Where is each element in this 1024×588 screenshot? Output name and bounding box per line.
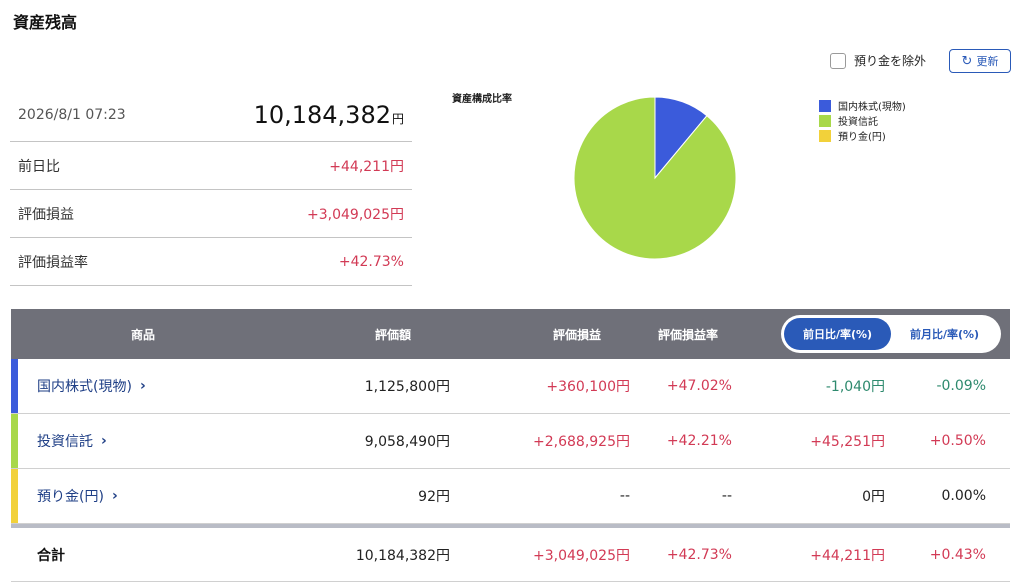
table-row: 国内株式(現物) › 1,125,800円 +360,100円 +47.02% … bbox=[11, 359, 1010, 414]
legend-item: 預り金(円) bbox=[819, 128, 906, 143]
total-change-rate: +0.43% bbox=[929, 546, 986, 563]
chart-legend: 国内株式(現物) 投資信託預り金(円) bbox=[819, 98, 906, 143]
total-change: +44,211円 bbox=[810, 547, 885, 564]
summary-row-pnl: 評価損益 +3,049,025円 bbox=[10, 190, 412, 238]
product-name: 預り金(円) bbox=[37, 489, 104, 505]
table-total-row: 合計 10,184,382円 +3,049,025円 +42.73% +44,2… bbox=[11, 528, 1010, 582]
change-period-toggle: 前日比/率(%) 前月比/率(%) bbox=[781, 315, 1001, 353]
cell-valuation: 1,125,800円 bbox=[364, 379, 450, 395]
cell-pnl-rate: -- bbox=[721, 488, 732, 504]
summary-total-unit: 円 bbox=[391, 111, 404, 126]
header-pnl: 評価損益 bbox=[553, 327, 602, 342]
legend-swatch bbox=[819, 114, 831, 127]
chevron-right-icon: › bbox=[101, 433, 107, 449]
table-row: 投資信託 › 9,058,490円 +2,688,925円 +42.21% +4… bbox=[11, 414, 1010, 469]
asset-summary: 2026/8/1 07:23 10,184,382円 前日比 +44,211円 … bbox=[10, 88, 412, 286]
chevron-right-icon: › bbox=[139, 378, 146, 394]
chevron-right-icon: › bbox=[111, 488, 118, 504]
summary-row-pnl-rate: 評価損益率 +42.73% bbox=[10, 238, 412, 286]
product-name: 投資信託 bbox=[37, 434, 93, 450]
summary-value: +42.73% bbox=[338, 253, 404, 270]
product-link-investment-trust[interactable]: 投資信託 › bbox=[37, 414, 107, 468]
row-color-bar bbox=[11, 414, 18, 468]
chart-title: 資産構成比率 bbox=[452, 94, 512, 105]
total-label: 合計 bbox=[37, 547, 65, 564]
legend-label: 預り金(円) bbox=[838, 132, 886, 143]
row-color-bar bbox=[11, 359, 18, 413]
summary-total-row: 2026/8/1 07:23 10,184,382円 bbox=[10, 88, 412, 142]
cell-valuation: 9,058,490円 bbox=[364, 434, 450, 450]
legend-label: 投資信託 bbox=[838, 117, 878, 128]
page-title: 資産残高 bbox=[13, 13, 78, 32]
cell-change: 0円 bbox=[862, 489, 885, 505]
summary-total-value: 10,184,382 bbox=[253, 100, 391, 129]
legend-swatch bbox=[819, 99, 831, 112]
legend-label: 国内株式(現物) bbox=[838, 102, 906, 113]
product-link-deposit[interactable]: 預り金(円) › bbox=[37, 469, 118, 523]
table-header: 商品 評価額 評価損益 評価損益率 前日比/率(%) 前月比/率(%) bbox=[11, 309, 1010, 359]
total-pnl-rate: +42.73% bbox=[666, 546, 732, 563]
header-pnl-rate: 評価損益率 bbox=[658, 327, 719, 342]
cell-change-rate: +0.50% bbox=[929, 433, 986, 449]
summary-value: +44,211円 bbox=[329, 158, 404, 175]
summary-row-daily-change: 前日比 +44,211円 bbox=[10, 142, 412, 190]
toggle-monthly-button[interactable]: 前月比/率(%) bbox=[909, 328, 980, 341]
holdings-table: 商品 評価額 評価損益 評価損益率 前日比/率(%) 前月比/率(%) 国内株式… bbox=[11, 309, 1010, 582]
product-link-domestic-stock[interactable]: 国内株式(現物) › bbox=[37, 359, 146, 413]
summary-total: 10,184,382円 bbox=[254, 101, 404, 129]
exclude-deposit-label: 預り金を除外 bbox=[854, 54, 927, 68]
cell-change: +45,251円 bbox=[810, 434, 885, 450]
refresh-icon: ↻ bbox=[961, 53, 973, 69]
cell-pnl: +2,688,925円 bbox=[533, 434, 630, 450]
legend-swatch bbox=[819, 129, 831, 142]
cell-change-rate: -0.09% bbox=[936, 378, 986, 394]
cell-change: -1,040円 bbox=[825, 379, 885, 395]
summary-label: 評価損益率 bbox=[18, 254, 88, 271]
cell-valuation: 92円 bbox=[418, 489, 450, 505]
cell-pnl-rate: +42.21% bbox=[666, 433, 732, 449]
cell-change-rate: 0.00% bbox=[941, 488, 986, 504]
cell-pnl: +360,100円 bbox=[546, 379, 630, 395]
total-pnl: +3,049,025円 bbox=[533, 547, 630, 564]
refresh-button[interactable]: ↻ 更新 bbox=[949, 49, 1011, 73]
header-valuation: 評価額 bbox=[375, 327, 412, 342]
row-color-bar bbox=[11, 469, 18, 523]
summary-label: 評価損益 bbox=[18, 206, 74, 223]
table-divider bbox=[11, 524, 1010, 528]
cell-pnl-rate: +47.02% bbox=[666, 378, 732, 394]
refresh-label: 更新 bbox=[976, 55, 999, 68]
toggle-daily-button[interactable]: 前日比/率(%) bbox=[784, 318, 891, 350]
legend-item: 国内株式(現物) bbox=[819, 98, 906, 113]
summary-datetime: 2026/8/1 07:23 bbox=[18, 106, 126, 123]
summary-label: 前日比 bbox=[18, 158, 60, 175]
exclude-deposit-toggle[interactable]: 預り金を除外 bbox=[830, 52, 926, 69]
summary-value: +3,049,025円 bbox=[307, 206, 404, 223]
cell-pnl: -- bbox=[619, 488, 630, 504]
exclude-deposit-checkbox[interactable] bbox=[830, 52, 846, 69]
total-valuation: 10,184,382円 bbox=[355, 547, 450, 564]
legend-item: 投資信託 bbox=[819, 113, 906, 128]
product-name: 国内株式(現物) bbox=[37, 379, 132, 395]
asset-pie-chart bbox=[573, 96, 737, 260]
header-product: 商品 bbox=[131, 327, 156, 342]
table-row: 預り金(円) › 92円 -- -- 0円 0.00% bbox=[11, 469, 1010, 524]
